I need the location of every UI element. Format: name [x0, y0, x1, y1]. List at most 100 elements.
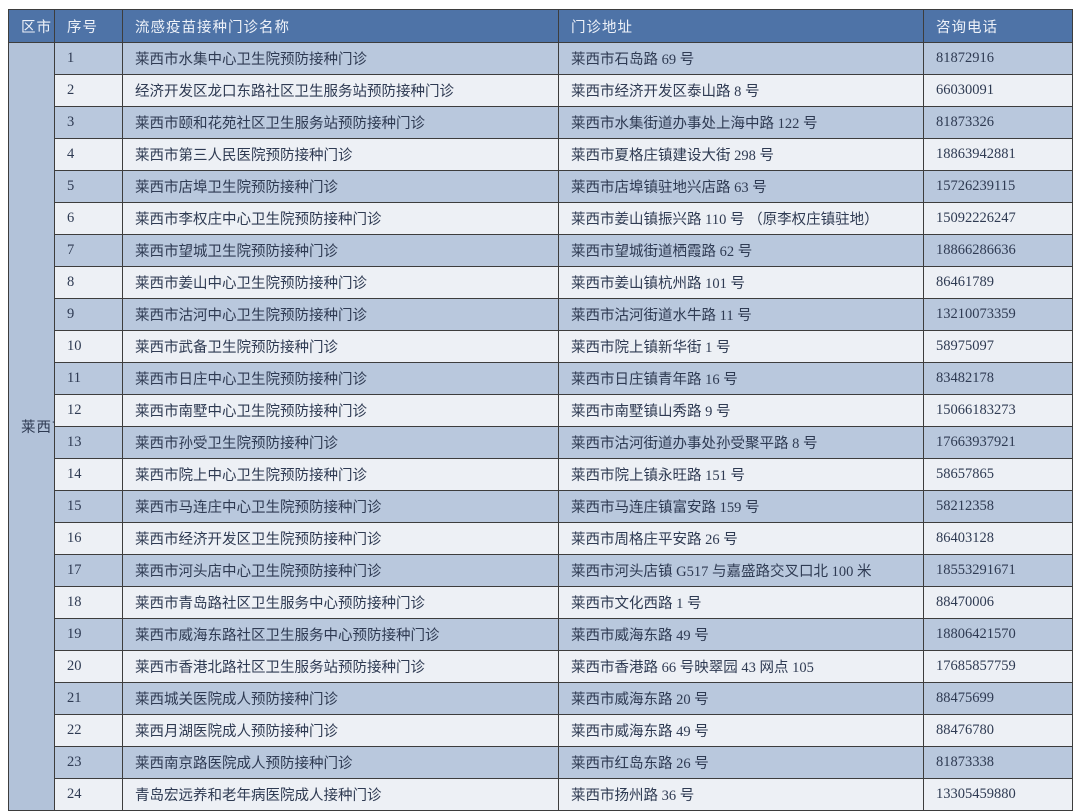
cell-phone: 83482178: [923, 362, 1073, 395]
cell-clinic-name: 莱西市河头店中心卫生院预防接种门诊: [122, 554, 559, 587]
region-cell: 莱西市: [8, 42, 55, 811]
cell-address: 莱西市夏格庄镇建设大街 298 号: [558, 138, 924, 171]
cell-phone: 81872916: [923, 42, 1073, 75]
cell-clinic-name: 莱西市水集中心卫生院预防接种门诊: [122, 42, 559, 75]
cell-clinic-name: 莱西南京路医院成人预防接种门诊: [122, 746, 559, 779]
cell-clinic-name: 莱西城关医院成人预防接种门诊: [122, 682, 559, 715]
table-row: 24 青岛宏远养和老年病医院成人接种门诊 莱西市扬州路 36 号 1330545988…: [9, 778, 1073, 811]
table-row: 3 莱西市颐和花苑社区卫生服务站预防接种门诊 莱西市水集街道办事处上海中路 122 …: [9, 106, 1073, 139]
cell-address: 莱西市石岛路 69 号: [558, 42, 924, 75]
table-row: 4 莱西市第三人民医院预防接种门诊 莱西市夏格庄镇建设大街 298 号 1886394…: [9, 138, 1073, 171]
cell-address: 莱西市香港路 66 号映翠园 43 网点 105: [558, 650, 924, 683]
cell-number: 8: [54, 266, 123, 299]
table-row: 9 莱西市沽河中心卫生院预防接种门诊 莱西市沽河街道水牛路 11 号 13210073…: [9, 298, 1073, 331]
column-header-number: 序号: [54, 9, 123, 43]
cell-clinic-name: 莱西市南墅中心卫生院预防接种门诊: [122, 394, 559, 427]
cell-phone: 13305459880: [923, 778, 1073, 811]
table-row: 17 莱西市河头店中心卫生院预防接种门诊 莱西市河头店镇 G517 与嘉盛路交叉口北…: [9, 554, 1073, 587]
cell-phone: 17663937921: [923, 426, 1073, 459]
cell-phone: 18553291671: [923, 554, 1073, 587]
header-row: 区市 序号 流感疫苗接种门诊名称 门诊地址 咨询电话: [8, 9, 1073, 43]
cell-phone: 15726239115: [923, 170, 1073, 203]
cell-number: 13: [54, 426, 123, 459]
cell-clinic-name: 莱西市香港北路社区卫生服务站预防接种门诊: [122, 650, 559, 683]
cell-number: 1: [54, 42, 123, 75]
cell-address: 莱西市姜山镇振兴路 110 号 （原李权庄镇驻地）: [558, 202, 924, 235]
cell-clinic-name: 莱西市第三人民医院预防接种门诊: [122, 138, 559, 171]
cell-address: 莱西市周格庄平安路 26 号: [558, 522, 924, 555]
cell-phone: 58975097: [923, 330, 1073, 363]
cell-clinic-name: 莱西市经济开发区卫生院预防接种门诊: [122, 522, 559, 555]
cell-number: 15: [54, 490, 123, 523]
cell-number: 2: [54, 74, 123, 107]
cell-address: 莱西市经济开发区泰山路 8 号: [558, 74, 924, 107]
cell-number: 24: [54, 778, 123, 811]
cell-address: 莱西市姜山镇杭州路 101 号: [558, 266, 924, 299]
cell-phone: 17685857759: [923, 650, 1073, 683]
table-row: 23 莱西南京路医院成人预防接种门诊 莱西市红岛东路 26 号 81873338: [9, 746, 1073, 779]
column-header-phone: 咨询电话: [923, 9, 1073, 43]
cell-phone: 81873338: [923, 746, 1073, 779]
cell-clinic-name: 莱西市院上中心卫生院预防接种门诊: [122, 458, 559, 491]
cell-number: 21: [54, 682, 123, 715]
table-row: 21 莱西城关医院成人预防接种门诊 莱西市威海东路 20 号 88475699: [9, 682, 1073, 715]
cell-number: 4: [54, 138, 123, 171]
cell-phone: 18863942881: [923, 138, 1073, 171]
table-row: 22 莱西月湖医院成人预防接种门诊 莱西市威海东路 49 号 88476780: [9, 714, 1073, 747]
cell-number: 6: [54, 202, 123, 235]
cell-clinic-name: 莱西市店埠卫生院预防接种门诊: [122, 170, 559, 203]
cell-phone: 18866286636: [923, 234, 1073, 267]
cell-address: 莱西市望城街道栖霞路 62 号: [558, 234, 924, 267]
table-row: 16 莱西市经济开发区卫生院预防接种门诊 莱西市周格庄平安路 26 号 8640312…: [9, 522, 1073, 555]
cell-clinic-name: 莱西月湖医院成人预防接种门诊: [122, 714, 559, 747]
cell-clinic-name: 莱西市青岛路社区卫生服务中心预防接种门诊: [122, 586, 559, 619]
cell-number: 7: [54, 234, 123, 267]
cell-phone: 88476780: [923, 714, 1073, 747]
cell-number: 19: [54, 618, 123, 651]
cell-phone: 86461789: [923, 266, 1073, 299]
cell-number: 22: [54, 714, 123, 747]
table-row: 2 经济开发区龙口东路社区卫生服务站预防接种门诊 莱西市经济开发区泰山路 8 号 66…: [9, 74, 1073, 107]
cell-number: 17: [54, 554, 123, 587]
cell-address: 莱西市店埠镇驻地兴店路 63 号: [558, 170, 924, 203]
table-row: 20 莱西市香港北路社区卫生服务站预防接种门诊 莱西市香港路 66 号映翠园 43 …: [9, 650, 1073, 683]
cell-address: 莱西市文化西路 1 号: [558, 586, 924, 619]
cell-number: 10: [54, 330, 123, 363]
cell-address: 莱西市威海东路 49 号: [558, 714, 924, 747]
column-header-address: 门诊地址: [558, 9, 924, 43]
cell-clinic-name: 莱西市日庄中心卫生院预防接种门诊: [122, 362, 559, 395]
table-row: 19 莱西市威海东路社区卫生服务中心预防接种门诊 莱西市威海东路 49 号 18806…: [9, 618, 1073, 651]
cell-address: 莱西市日庄镇青年路 16 号: [558, 362, 924, 395]
cell-address: 莱西市马连庄镇富安路 159 号: [558, 490, 924, 523]
cell-phone: 66030091: [923, 74, 1073, 107]
cell-address: 莱西市红岛东路 26 号: [558, 746, 924, 779]
cell-phone: 88470006: [923, 586, 1073, 619]
cell-number: 18: [54, 586, 123, 619]
cell-address: 莱西市院上镇新华街 1 号: [558, 330, 924, 363]
table-row: 12 莱西市南墅中心卫生院预防接种门诊 莱西市南墅镇山秀路 9 号 150661832…: [9, 394, 1073, 427]
cell-clinic-name: 莱西市颐和花苑社区卫生服务站预防接种门诊: [122, 106, 559, 139]
cell-phone: 18806421570: [923, 618, 1073, 651]
table-row: 8 莱西市姜山中心卫生院预防接种门诊 莱西市姜山镇杭州路 101 号 86461789: [9, 266, 1073, 299]
table-row: 14 莱西市院上中心卫生院预防接种门诊 莱西市院上镇永旺路 151 号 5865786…: [9, 458, 1073, 491]
column-header-region: 区市: [8, 9, 55, 43]
cell-number: 9: [54, 298, 123, 331]
cell-phone: 15092226247: [923, 202, 1073, 235]
cell-clinic-name: 经济开发区龙口东路社区卫生服务站预防接种门诊: [122, 74, 559, 107]
cell-phone: 86403128: [923, 522, 1073, 555]
cell-number: 11: [54, 362, 123, 395]
table-row: 13 莱西市孙受卫生院预防接种门诊 莱西市沽河街道办事处孙受聚平路 8 号 17663…: [9, 426, 1073, 459]
cell-address: 莱西市水集街道办事处上海中路 122 号: [558, 106, 924, 139]
cell-phone: 13210073359: [923, 298, 1073, 331]
cell-phone: 58657865: [923, 458, 1073, 491]
cell-number: 3: [54, 106, 123, 139]
cell-address: 莱西市扬州路 36 号: [558, 778, 924, 811]
cell-address: 莱西市威海东路 20 号: [558, 682, 924, 715]
cell-address: 莱西市南墅镇山秀路 9 号: [558, 394, 924, 427]
cell-number: 14: [54, 458, 123, 491]
cell-number: 23: [54, 746, 123, 779]
cell-clinic-name: 莱西市武备卫生院预防接种门诊: [122, 330, 559, 363]
cell-phone: 81873326: [923, 106, 1073, 139]
cell-address: 莱西市威海东路 49 号: [558, 618, 924, 651]
